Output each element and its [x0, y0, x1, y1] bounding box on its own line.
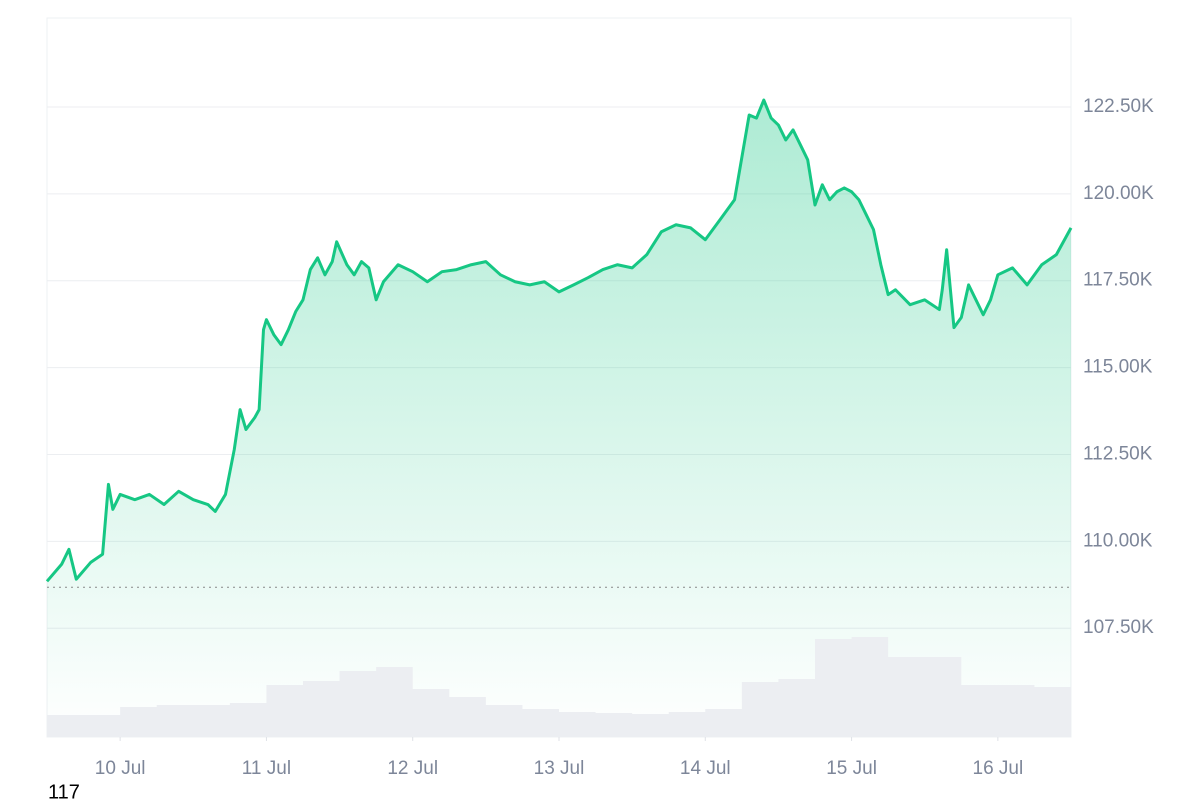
volume-area [47, 637, 1071, 737]
y-tick-label: 107.50K [1083, 617, 1154, 638]
y-tick-label: 117.50K [1083, 270, 1153, 291]
y-tick-label: 115.00K [1083, 357, 1153, 378]
y-tick-label: 122.50K [1083, 96, 1154, 117]
y-tick-label: 112.50K [1083, 443, 1153, 464]
annotation: 117 [48, 781, 80, 800]
x-tick-label: 12 Jul [387, 758, 438, 779]
x-tick-label: 16 Jul [973, 758, 1024, 779]
x-tick-label: 15 Jul [826, 758, 877, 779]
price-line [45, 98, 1073, 583]
y-tick-label: 110.00K [1083, 530, 1153, 551]
price-area [47, 100, 1071, 737]
x-tick-label: 10 Jul [95, 758, 146, 779]
x-tick-label: 11 Jul [242, 758, 291, 779]
x-tick-label: 13 Jul [534, 758, 585, 779]
y-tick-label: 120.00K [1083, 183, 1154, 204]
x-tick-label: 14 Jul [680, 758, 731, 779]
